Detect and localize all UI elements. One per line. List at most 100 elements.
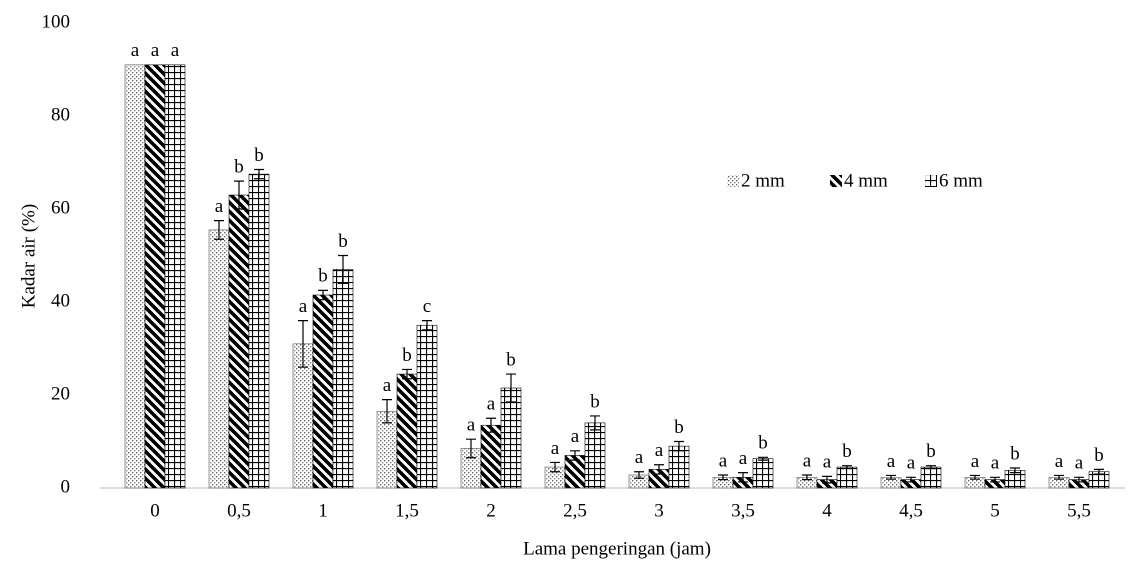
x-tick-label: 4 [822,500,832,521]
error-bar [738,472,748,483]
y-tick-label: 80 [51,104,70,125]
significance-letter: a [907,453,916,474]
significance-letter: b [234,156,244,177]
bar [332,269,354,489]
significance-letter: a [171,40,180,61]
error-bar [234,180,244,210]
significance-letter: a [991,453,1000,474]
legend-label: 6 mm [939,170,983,191]
significance-letter: a [887,451,896,472]
significance-letter: a [215,196,224,217]
significance-letter: b [926,441,936,462]
legend-swatch [727,175,739,187]
error-bar [822,475,832,484]
significance-letter: a [151,40,160,61]
significance-letter: b [506,349,516,370]
x-tick-label: 2 [486,500,496,521]
y-tick-label: 40 [51,290,70,311]
x-axis-label: Lama pengeringan (jam) [523,538,711,559]
y-axis-label: Kadar air (%) [18,204,39,308]
significance-letter: b [318,266,328,287]
significance-letter: a [551,438,560,459]
legend-label: 2 mm [741,170,785,191]
significance-letter: a [655,440,664,461]
x-tick-label: 5,5 [1067,500,1091,521]
error-bar [906,476,916,483]
bar [920,466,942,489]
x-tick-label: 4,5 [899,500,923,521]
x-tick-label: 1 [318,500,328,521]
error-bar [466,438,476,459]
error-bar [1010,467,1020,474]
error-bar [506,373,516,403]
error-bar [318,289,328,301]
significance-letter: a [971,451,980,472]
error-bar [382,399,392,424]
error-bar [422,320,432,331]
x-tick-label: 3,5 [731,500,755,521]
x-tick-label: 1,5 [395,500,419,521]
error-bar [842,465,852,470]
significance-letter: b [590,391,600,412]
legend-label: 4 mm [844,170,888,191]
error-bar [1054,474,1064,480]
x-tick-label: 2,5 [563,500,587,521]
significance-letter: a [571,426,580,447]
error-bar [590,415,600,431]
significance-letter: b [674,417,684,438]
bar [248,173,270,489]
x-tick-label: 3 [654,500,664,521]
error-bar [634,471,644,479]
bar [124,64,146,489]
bar [480,424,502,489]
error-bar [1074,476,1084,483]
error-bar [570,450,580,461]
error-bar [970,474,980,480]
error-bar [990,476,1000,483]
error-bar [802,474,812,481]
significance-letter: a [1075,453,1084,474]
significance-letter: b [1010,443,1020,464]
bar [416,324,438,489]
error-bar [550,461,560,473]
legend-swatch [925,175,937,187]
significance-letter: a [1055,451,1064,472]
significance-letter: a [719,450,728,471]
significance-letter: a [635,447,644,468]
significance-letter: b [758,433,768,454]
bar [752,458,774,489]
bar [500,387,522,489]
significance-letter: b [338,231,348,252]
bar [836,466,858,489]
significance-letter: a [739,448,748,469]
bar [208,229,230,489]
y-tick-label: 0 [61,476,71,497]
bar [396,373,418,489]
error-bar [718,474,728,481]
significance-letter: a [131,40,140,61]
error-bar [338,254,348,284]
significance-letter: b [842,441,852,462]
significance-letter: b [1094,445,1104,466]
y-tick-label: 100 [42,11,71,32]
bar [668,445,690,489]
significance-letter: a [467,415,476,436]
error-bar [886,474,896,480]
significance-letter: b [402,345,412,366]
significance-letter: a [487,394,496,415]
error-bar [674,440,684,452]
error-bar [254,168,264,180]
error-bar [402,368,412,380]
error-bar [298,320,308,368]
significance-letter: c [423,296,431,317]
error-bar [486,417,496,433]
significance-letter: a [299,296,308,317]
significance-letter: a [823,452,832,473]
significance-letter: a [383,375,392,396]
y-tick-label: 60 [51,197,70,218]
bar [228,194,250,489]
legend-swatch [830,175,842,187]
error-bar [654,464,664,475]
bar [312,294,334,489]
